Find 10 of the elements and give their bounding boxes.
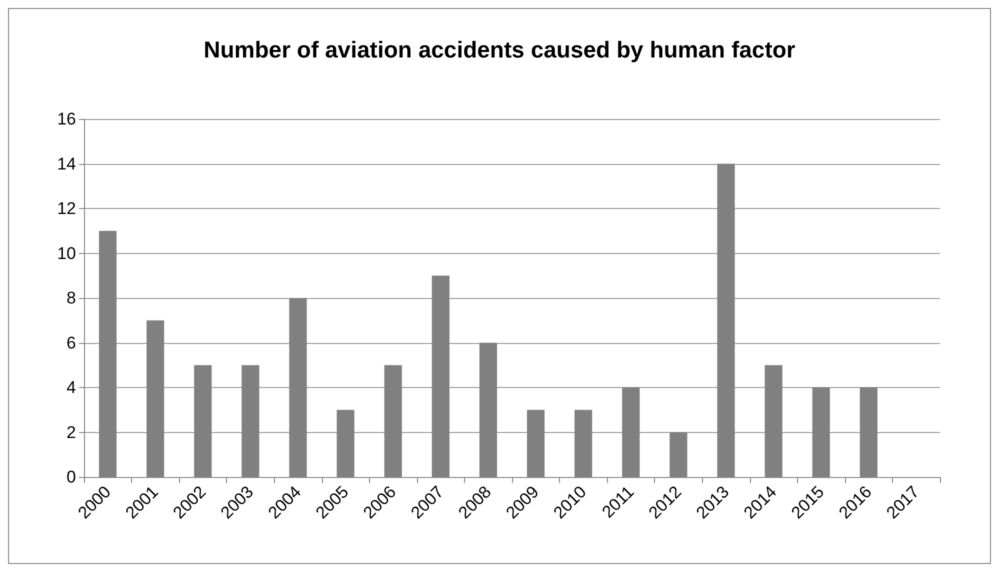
y-tick-label: 10 — [57, 244, 76, 263]
y-tick-label: 4 — [66, 378, 76, 397]
y-tick-label: 6 — [66, 333, 76, 352]
y-tick-label: 14 — [57, 154, 76, 174]
y-tick-label: 8 — [66, 288, 76, 308]
y-tick-label: 16 — [57, 110, 76, 128]
y-tick-label: 0 — [66, 468, 76, 486]
y-tick-label: 12 — [57, 199, 76, 218]
y-tick-label: 2 — [66, 422, 76, 442]
chart-title: Number of aviation accidents caused by human factor — [204, 36, 796, 62]
